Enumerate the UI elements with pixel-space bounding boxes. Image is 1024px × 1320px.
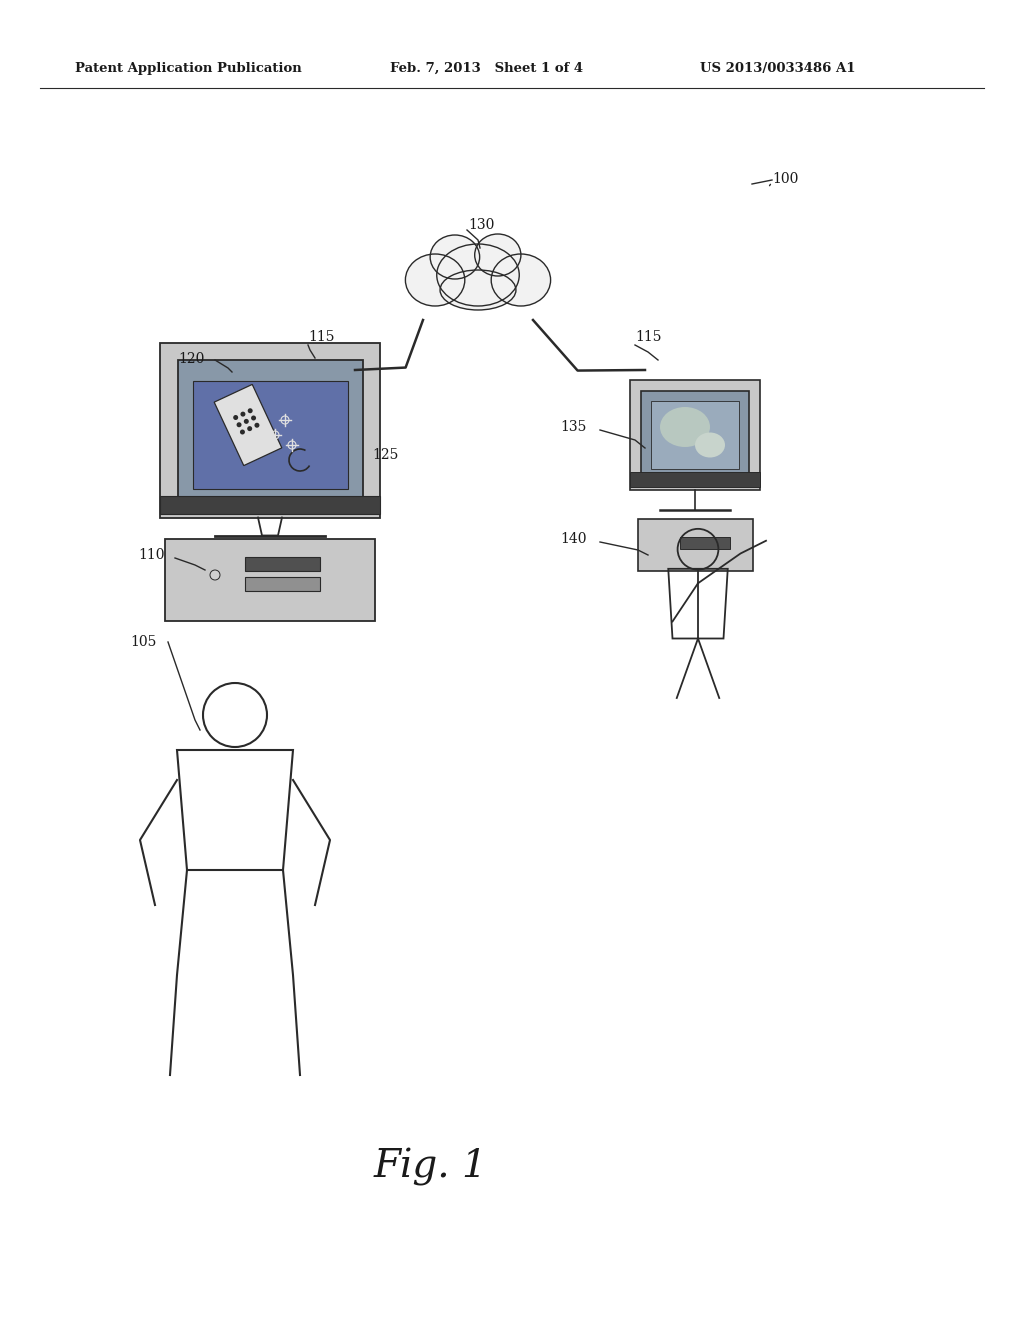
Ellipse shape bbox=[430, 235, 479, 279]
Circle shape bbox=[233, 414, 239, 420]
Text: 105: 105 bbox=[130, 635, 157, 649]
Bar bbox=[193, 381, 347, 488]
Ellipse shape bbox=[492, 253, 551, 306]
Circle shape bbox=[210, 570, 220, 579]
Text: US 2013/0033486 A1: US 2013/0033486 A1 bbox=[700, 62, 855, 75]
Bar bbox=[680, 537, 730, 549]
Text: Patent Application Publication: Patent Application Publication bbox=[75, 62, 302, 75]
Bar bbox=[630, 473, 760, 487]
Text: 130: 130 bbox=[468, 218, 495, 232]
Ellipse shape bbox=[660, 407, 710, 447]
Text: 110: 110 bbox=[138, 548, 165, 562]
Circle shape bbox=[244, 418, 249, 424]
Bar bbox=[177, 360, 362, 500]
Text: Fig. 1: Fig. 1 bbox=[373, 1148, 486, 1185]
Bar bbox=[638, 519, 753, 572]
Circle shape bbox=[251, 416, 256, 421]
Circle shape bbox=[248, 408, 253, 413]
Polygon shape bbox=[214, 384, 282, 466]
Ellipse shape bbox=[475, 234, 521, 276]
Circle shape bbox=[237, 422, 242, 428]
Bar bbox=[245, 577, 319, 591]
Circle shape bbox=[247, 426, 252, 432]
Ellipse shape bbox=[440, 271, 516, 310]
Ellipse shape bbox=[695, 433, 725, 458]
Text: 140: 140 bbox=[560, 532, 587, 546]
Bar bbox=[245, 557, 319, 572]
Text: Feb. 7, 2013   Sheet 1 of 4: Feb. 7, 2013 Sheet 1 of 4 bbox=[390, 62, 583, 75]
Text: 115: 115 bbox=[635, 330, 662, 345]
Bar bbox=[641, 391, 749, 479]
Circle shape bbox=[254, 422, 259, 428]
Ellipse shape bbox=[406, 253, 465, 306]
Bar bbox=[160, 342, 380, 517]
Circle shape bbox=[241, 412, 246, 417]
Text: 125: 125 bbox=[372, 447, 398, 462]
Text: 115: 115 bbox=[308, 330, 335, 345]
Circle shape bbox=[240, 429, 245, 434]
Text: 135: 135 bbox=[560, 420, 587, 434]
Bar bbox=[165, 539, 375, 620]
Bar bbox=[651, 401, 739, 469]
Bar bbox=[160, 495, 380, 513]
Text: 120: 120 bbox=[178, 352, 205, 366]
Bar bbox=[630, 380, 760, 490]
Ellipse shape bbox=[437, 244, 519, 306]
Text: 100: 100 bbox=[772, 172, 799, 186]
